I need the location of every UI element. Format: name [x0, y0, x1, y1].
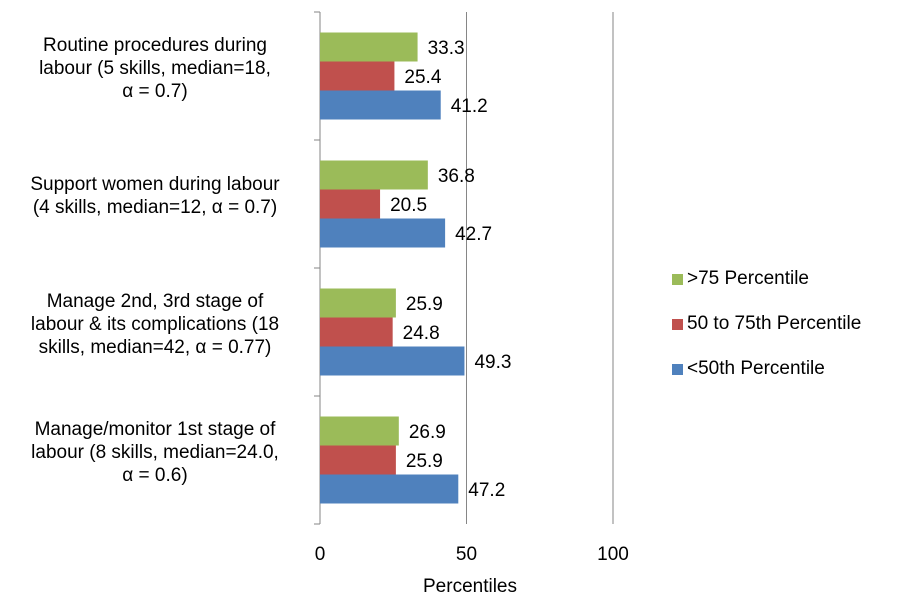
data-label: 25.9: [406, 451, 443, 472]
category-label-line: Support women during labour: [30, 174, 280, 195]
x-tick-label: 100: [597, 544, 629, 565]
data-label: 42.7: [455, 224, 492, 245]
category-label-line: labour (8 skills, median=24.0,: [31, 441, 279, 463]
category-label-line: (4 skills, median=12, α = 0.7): [32, 197, 278, 218]
bar: [320, 317, 393, 347]
category-label-line: Manage 2nd, 3rd stage of: [46, 290, 264, 312]
bar: [320, 474, 459, 504]
bar: [320, 61, 395, 91]
bar: [320, 445, 396, 475]
legend-item: 50 to 75th Percentile: [672, 313, 861, 335]
category-label: Support women during labour (4 skills, me…: [5, 173, 305, 219]
bar: [320, 90, 441, 120]
data-label: 41.2: [451, 96, 488, 117]
legend-swatch-green: [672, 273, 683, 285]
legend-label: >75 Percentile: [687, 268, 809, 289]
legend-item: >75 Percentile: [672, 268, 861, 290]
category-label-line: skills, median=42, α = 0.77): [38, 336, 272, 358]
data-label: 26.9: [409, 422, 446, 443]
legend-label: <50th Percentile: [687, 358, 825, 379]
data-label: 25.9: [406, 294, 443, 315]
bar: [320, 288, 396, 318]
data-label: 20.5: [390, 195, 427, 216]
bar: [320, 346, 465, 376]
data-label: 33.3: [428, 38, 465, 59]
x-tick-label: 50: [456, 544, 477, 565]
data-label: 36.8: [438, 166, 475, 187]
legend-item: <50th Percentile: [672, 358, 861, 380]
category-label-line: labour & its complications (18: [30, 313, 280, 335]
bar: [320, 189, 381, 219]
bar: [320, 160, 428, 190]
category-label: Routine procedures during labour (5 skill…: [5, 34, 305, 103]
data-label: 24.8: [403, 323, 440, 344]
legend: >75 Percentile 50 to 75th Percentile <50…: [672, 268, 861, 403]
category-label: Manage/monitor 1st stage of labour (8 ski…: [5, 418, 305, 487]
category-label-line: α = 0.6): [122, 464, 188, 486]
legend-label: 50 to 75th Percentile: [687, 313, 862, 334]
category-label-line: Manage/monitor 1st stage of: [34, 418, 276, 440]
category-label: Manage 2nd, 3rd stage of labour & its com…: [5, 290, 305, 359]
bar: [320, 218, 446, 248]
data-label: 47.2: [468, 480, 505, 501]
bar: [320, 32, 418, 62]
category-label-line: labour (5 skills, median=18,: [39, 57, 271, 79]
data-label: 25.4: [404, 67, 441, 88]
category-label-line: Routine procedures during: [43, 34, 267, 56]
bar: [320, 416, 399, 446]
category-label-line: α = 0.7): [122, 80, 188, 102]
x-axis-title: Percentiles: [423, 576, 517, 597]
data-label: 49.3: [474, 352, 511, 373]
legend-swatch-red: [672, 318, 683, 330]
legend-swatch-blue: [672, 363, 683, 375]
x-tick-label: 0: [315, 544, 326, 565]
